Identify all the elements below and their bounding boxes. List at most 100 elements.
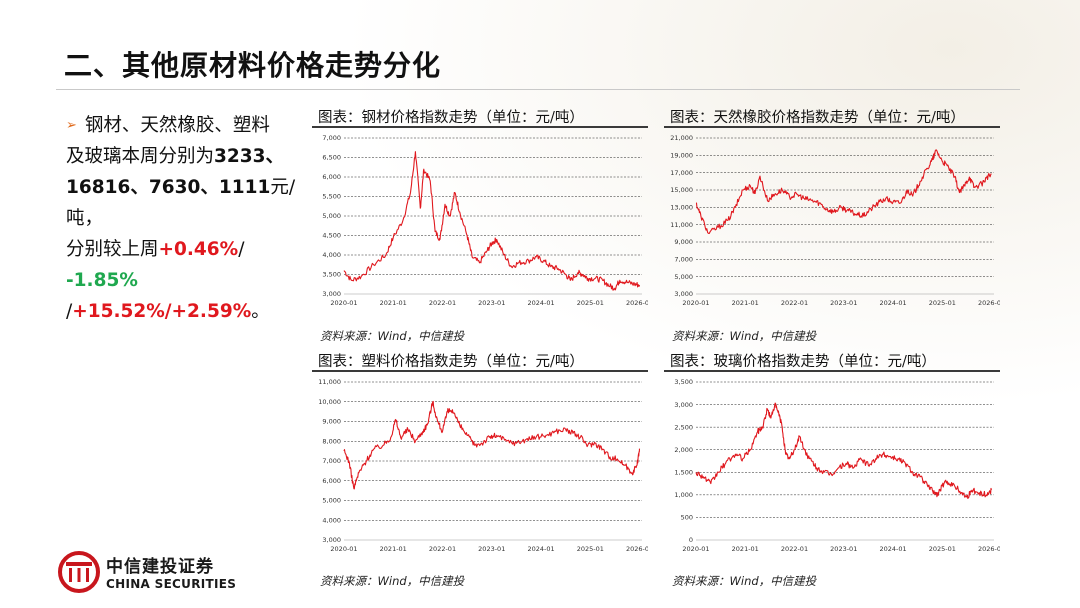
- x-tick-label: 2025-01: [929, 545, 956, 553]
- y-tick-label: 5,000: [322, 497, 341, 505]
- y-tick-label: 3,500: [674, 378, 693, 386]
- y-tick-label: 1,500: [674, 468, 693, 476]
- page-title: 二、其他原材料价格走势分化: [64, 49, 442, 82]
- title-divider: [56, 89, 1020, 90]
- y-tick-label: 5,500: [322, 193, 341, 201]
- y-tick-label: 3,000: [674, 401, 693, 409]
- x-tick-label: 2021-01: [380, 299, 407, 307]
- y-tick-label: 3,000: [322, 290, 341, 298]
- x-tick-label: 2022-01: [429, 299, 456, 307]
- x-tick-label: 2026-01: [978, 299, 1000, 307]
- glass-price-chart: 0 500 1,000 1,500 2,000 2,500 3,000 3,500 2020-0…: [674, 378, 1000, 553]
- y-tick-label: 4,000: [322, 516, 341, 524]
- chart-rule-rubber: [664, 126, 1000, 128]
- y-tick-label: 21,000: [670, 134, 693, 142]
- source-rubber: 资料来源：Wind，中信建投: [672, 329, 817, 343]
- plastic-glass-change: +15.52%/+2.59%: [72, 301, 252, 322]
- y-tick-label: 6,000: [322, 477, 341, 485]
- y-tick-label: 1,000: [674, 491, 693, 499]
- chart-title-steel: 图表：钢材价格指数走势（单位：元/吨）: [318, 110, 584, 126]
- plastic-price-chart: 3,000 4,000 5,000 6,000 7,000 8,000 9,000 10,00…: [318, 378, 648, 553]
- y-tick-label: 11,000: [670, 221, 693, 229]
- y-tick-label: 3,000: [674, 290, 693, 298]
- y-tick-label: 2,000: [674, 446, 693, 454]
- y-tick-label: 2,500: [674, 423, 693, 431]
- steel-value: 3233、: [214, 146, 285, 167]
- chart-title-plastic: 图表：塑料价格指数走势（单位：元/吨）: [318, 354, 584, 370]
- x-tick-label: 2026-01: [626, 545, 648, 553]
- y-tick-label: 9,000: [322, 418, 341, 426]
- logo-english-name: CHINA SECURITIES: [106, 577, 237, 591]
- x-tick-label: 2020-01: [330, 299, 357, 307]
- y-tick-label: 3,500: [322, 271, 341, 279]
- bullet-arrow-icon: ➢: [66, 118, 77, 133]
- chart-title-rubber: 图表：天然橡胶价格指数走势（单位：元/吨）: [670, 110, 965, 126]
- price-series-line: [695, 402, 993, 500]
- x-tick-label: 2021-01: [380, 545, 407, 553]
- y-tick-label: 13,000: [670, 204, 693, 212]
- bullet-line-1: 钢材、天然橡胶、塑料: [84, 115, 270, 136]
- price-series-line: [343, 151, 641, 291]
- steel-price-chart: 3,000 3,500 4,000 4,500 5,000 5,500 6,000 6,500…: [322, 134, 648, 307]
- y-tick-label: 5,000: [322, 212, 341, 220]
- price-series-line: [695, 149, 992, 234]
- y-tick-label: 17,000: [670, 169, 693, 177]
- citic-logo-icon: [58, 551, 100, 593]
- x-tick-label: 2021-01: [732, 299, 759, 307]
- y-tick-label: 6,000: [322, 173, 341, 181]
- x-tick-label: 2024-01: [879, 299, 906, 307]
- steel-change: +0.46%: [158, 239, 239, 260]
- summary-bullet: ➢ 钢材、天然橡胶、塑料 及玻璃本周分别为3233、 16816、7630、111…: [66, 110, 311, 327]
- x-tick-label: 2022-01: [429, 545, 456, 553]
- x-tick-label: 2024-01: [527, 299, 554, 307]
- other-values: 16816、7630、1111: [66, 177, 271, 198]
- logo-chinese-name: 中信建投证券: [106, 557, 214, 577]
- y-tick-label: 8,000: [322, 437, 341, 445]
- y-tick-label: 7,000: [322, 457, 341, 465]
- y-tick-label: 0: [689, 536, 693, 544]
- chart-rule-steel: [312, 126, 648, 128]
- rubber-change: -1.85%: [66, 270, 138, 291]
- chart-rule-glass: [664, 370, 1000, 372]
- y-tick-label: 6,500: [322, 154, 341, 162]
- chart-rule-plastic: [312, 370, 648, 372]
- price-series-line: [343, 400, 641, 490]
- x-tick-label: 2020-01: [330, 545, 357, 553]
- source-steel: 资料来源：Wind，中信建投: [320, 329, 465, 343]
- y-tick-label: 5,000: [674, 273, 693, 281]
- y-tick-label: 7,000: [322, 134, 341, 142]
- y-tick-label: 7,000: [674, 256, 693, 264]
- source-plastic: 资料来源：Wind，中信建投: [320, 574, 465, 588]
- x-tick-label: 2026-01: [626, 299, 648, 307]
- x-tick-label: 2023-01: [478, 545, 505, 553]
- x-tick-label: 2026-01: [978, 545, 1000, 553]
- y-tick-label: 3,000: [322, 536, 341, 544]
- y-tick-label: 4,000: [322, 251, 341, 259]
- y-tick-label: 9,000: [674, 238, 693, 246]
- slash-text: /: [238, 239, 245, 260]
- unit-text: 元/吨，: [66, 177, 296, 229]
- x-tick-label: 2025-01: [577, 299, 604, 307]
- x-tick-label: 2020-01: [682, 545, 709, 553]
- y-tick-label: 11,000: [318, 378, 341, 386]
- source-glass: 资料来源：Wind，中信建投: [672, 574, 817, 588]
- x-tick-label: 2024-01: [879, 545, 906, 553]
- x-tick-label: 2023-01: [830, 545, 857, 553]
- x-tick-label: 2020-01: [682, 299, 709, 307]
- y-tick-label: 19,000: [670, 152, 693, 160]
- bullet-line-2: 及玻璃本周分别为: [66, 146, 215, 167]
- rubber-price-chart: 3,000 5,000 7,000 9,000 11,000 13,000 15,000 17…: [670, 134, 1000, 307]
- compare-text: 分别较上周: [66, 239, 159, 260]
- x-tick-label: 2025-01: [577, 545, 604, 553]
- x-tick-label: 2024-01: [527, 545, 554, 553]
- period-text: 。: [251, 301, 270, 322]
- y-tick-label: 15,000: [670, 186, 693, 194]
- y-tick-label: 10,000: [318, 398, 341, 406]
- y-tick-label: 500: [681, 514, 693, 522]
- x-tick-label: 2023-01: [478, 299, 505, 307]
- x-tick-label: 2022-01: [781, 299, 808, 307]
- x-tick-label: 2023-01: [830, 299, 857, 307]
- x-tick-label: 2022-01: [781, 545, 808, 553]
- y-tick-label: 4,500: [322, 232, 341, 240]
